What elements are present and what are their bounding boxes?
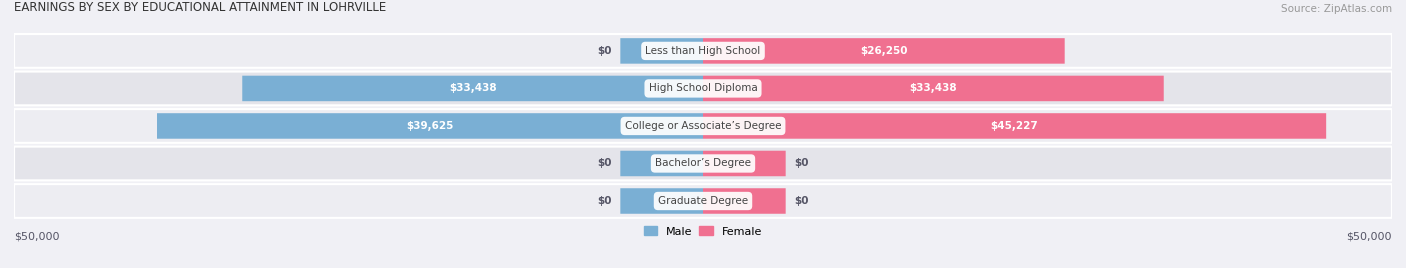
Text: $0: $0 [598,46,612,56]
Text: $33,438: $33,438 [449,83,496,94]
FancyBboxPatch shape [620,151,703,176]
FancyBboxPatch shape [703,38,1064,64]
Text: $50,000: $50,000 [1347,231,1392,241]
FancyBboxPatch shape [620,188,703,214]
Text: Bachelor’s Degree: Bachelor’s Degree [655,158,751,169]
FancyBboxPatch shape [703,151,786,176]
Text: $0: $0 [794,158,808,169]
Text: $39,625: $39,625 [406,121,454,131]
FancyBboxPatch shape [14,147,1392,180]
Text: College or Associate’s Degree: College or Associate’s Degree [624,121,782,131]
Text: $0: $0 [794,196,808,206]
Text: $0: $0 [598,158,612,169]
FancyBboxPatch shape [703,188,786,214]
FancyBboxPatch shape [14,72,1392,105]
Text: Source: ZipAtlas.com: Source: ZipAtlas.com [1281,4,1392,14]
Text: $33,438: $33,438 [910,83,957,94]
Text: Graduate Degree: Graduate Degree [658,196,748,206]
Text: $26,250: $26,250 [860,46,908,56]
FancyBboxPatch shape [157,113,703,139]
FancyBboxPatch shape [14,34,1392,68]
Text: High School Diploma: High School Diploma [648,83,758,94]
FancyBboxPatch shape [14,109,1392,143]
FancyBboxPatch shape [620,38,703,64]
Text: Less than High School: Less than High School [645,46,761,56]
Text: $45,227: $45,227 [991,121,1039,131]
FancyBboxPatch shape [14,184,1392,218]
FancyBboxPatch shape [703,76,1164,101]
Legend: Male, Female: Male, Female [644,226,762,237]
Text: $0: $0 [598,196,612,206]
Text: $50,000: $50,000 [14,231,59,241]
FancyBboxPatch shape [703,113,1326,139]
Text: EARNINGS BY SEX BY EDUCATIONAL ATTAINMENT IN LOHRVILLE: EARNINGS BY SEX BY EDUCATIONAL ATTAINMEN… [14,1,387,14]
FancyBboxPatch shape [242,76,703,101]
